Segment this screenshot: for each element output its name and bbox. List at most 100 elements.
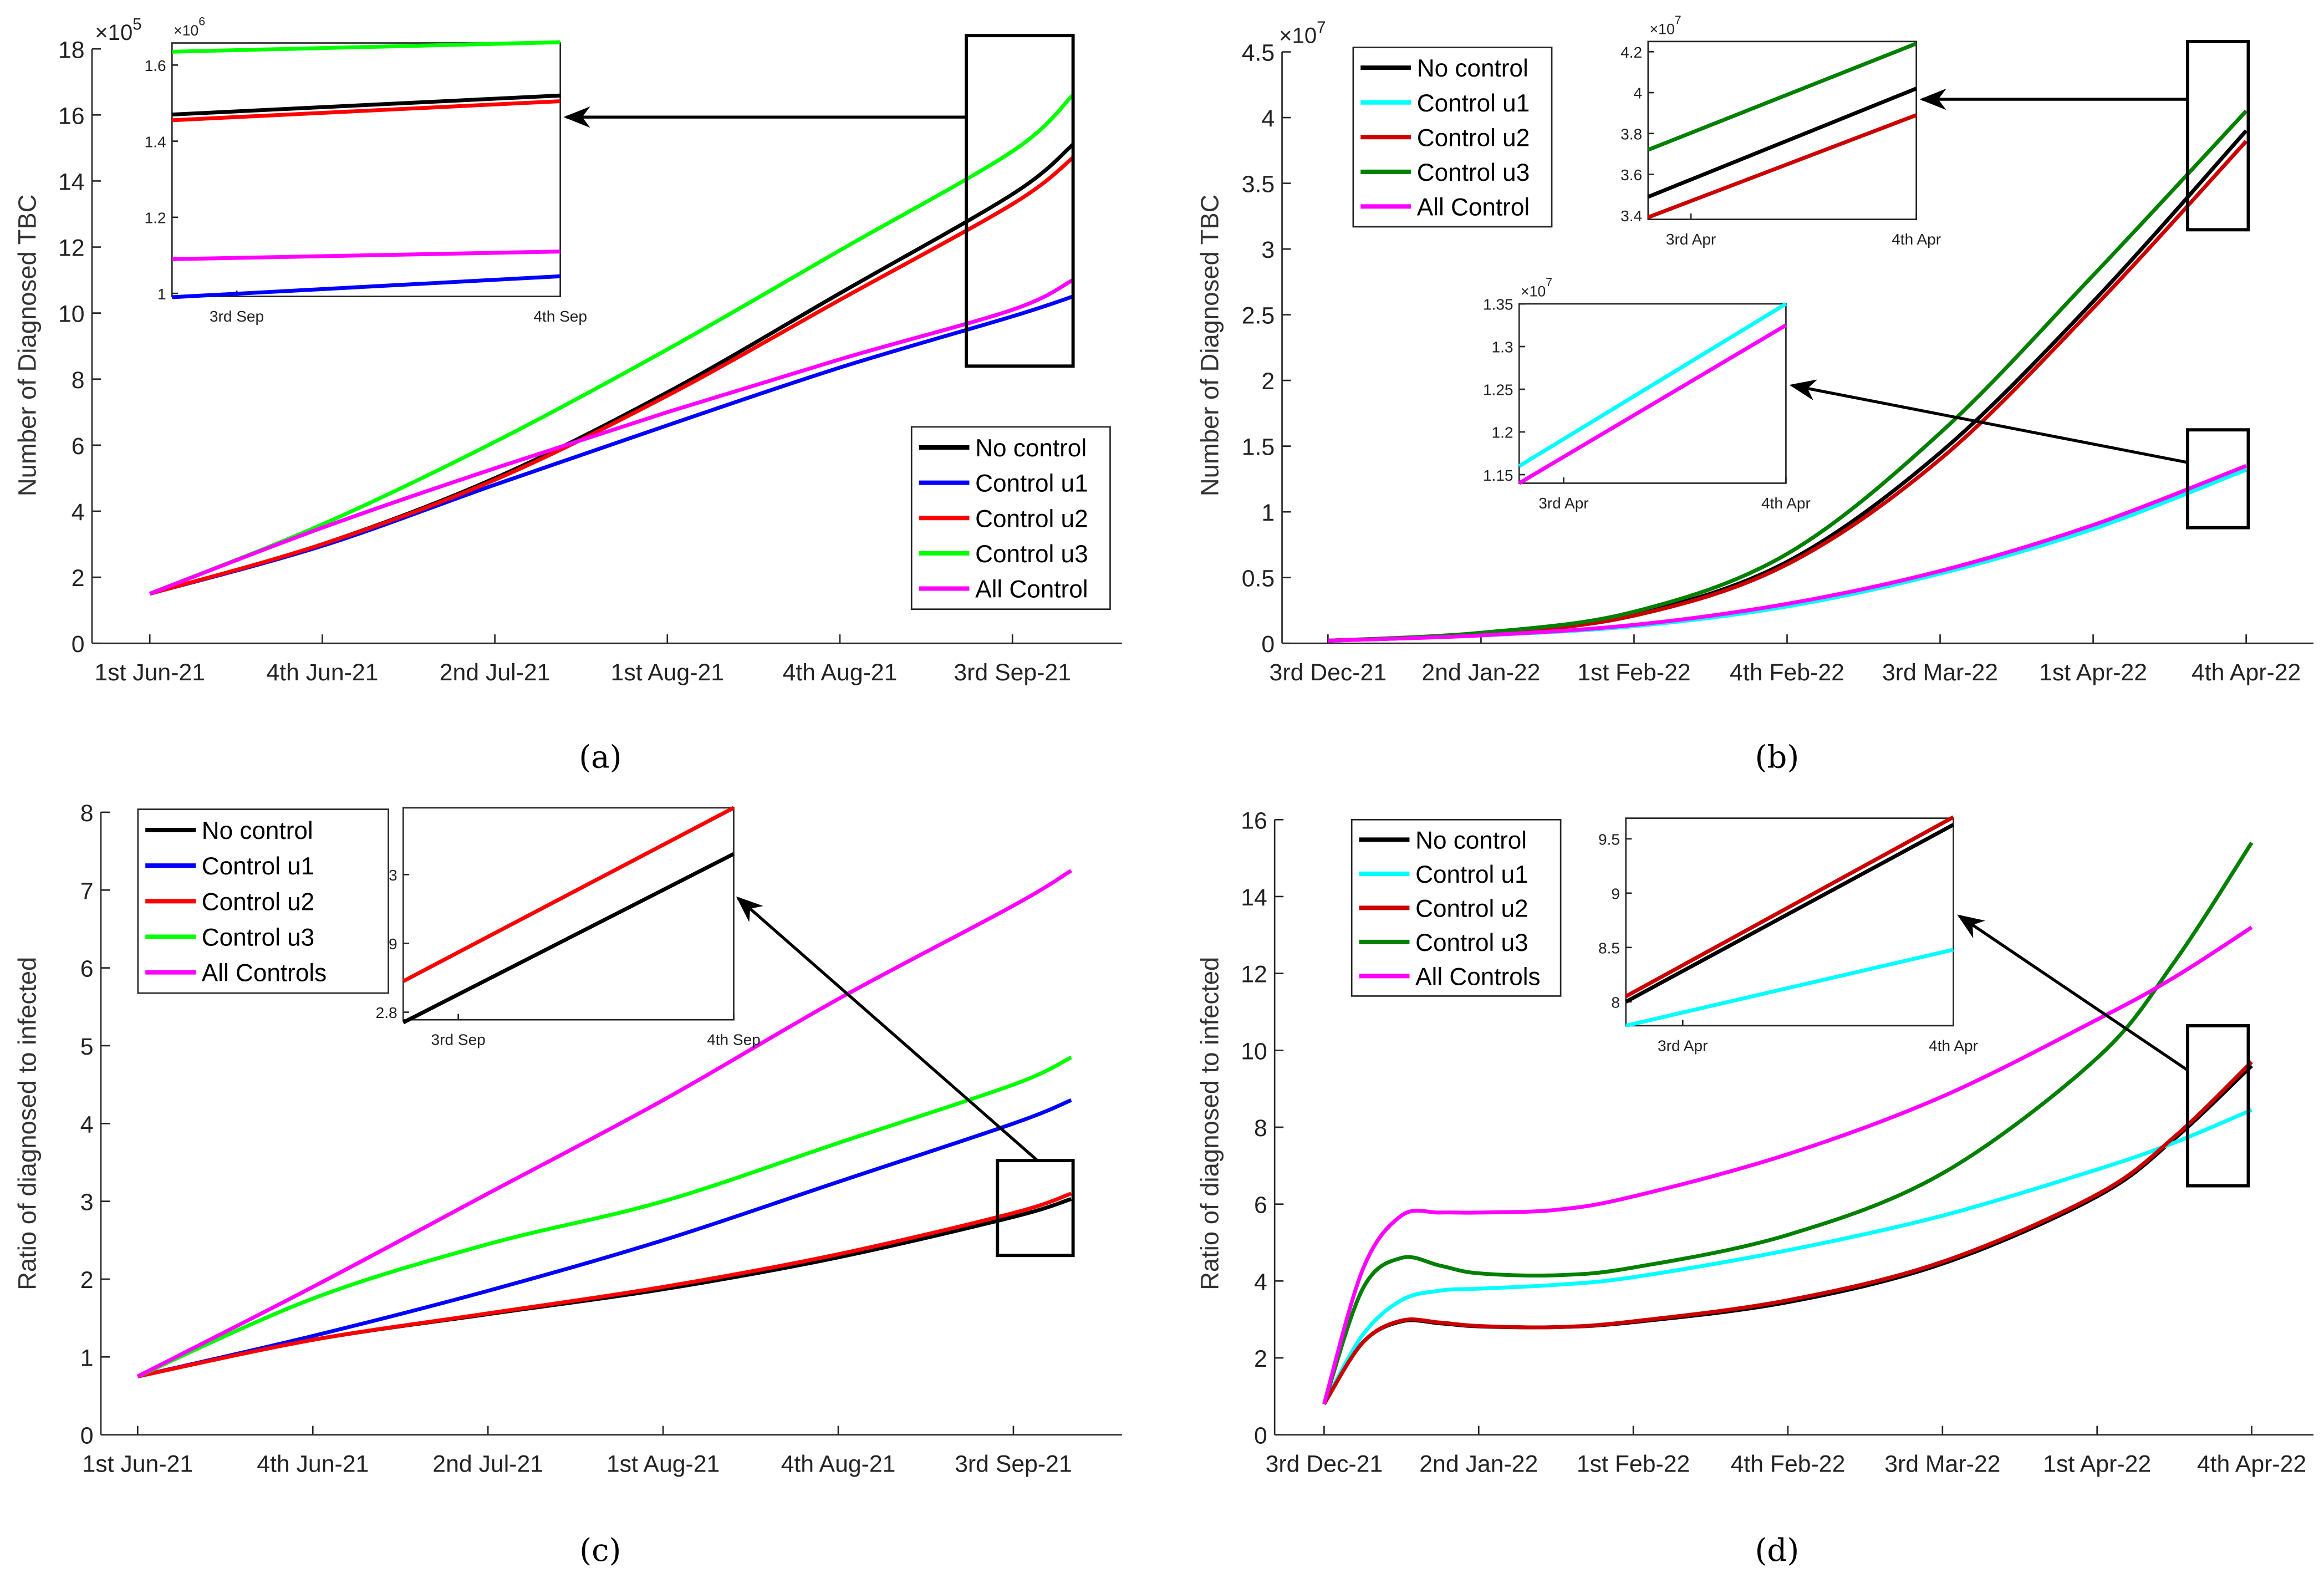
y-tick-label: 2	[72, 565, 85, 592]
inset-y-tick-label: 1	[157, 286, 166, 303]
series-line-control-u1	[137, 1098, 1072, 1378]
inset-y-tick-label: 8	[1611, 994, 1620, 1011]
inset-x-tick-label: 4th Sep	[533, 308, 587, 325]
inset-frame	[1625, 817, 1954, 1027]
x-tick-label: 2nd Jul-21	[440, 659, 551, 686]
y-axis-label: Number of Diagnosed TBC	[1196, 195, 1224, 497]
inset-y-multiplier-power: 7	[1546, 276, 1552, 289]
y-tick-label: 8	[1254, 1115, 1267, 1142]
inset-y-tick-label: 4	[1634, 85, 1643, 102]
inset-y-tick-label: 1.15	[1483, 467, 1513, 484]
inset-x-tick-label: 3rd Sep	[431, 1031, 486, 1048]
inset-x-tick-label: 3rd Apr	[1538, 495, 1588, 512]
zoom-arrow	[736, 896, 1039, 1162]
inset-y-tick-label: 3.8	[1620, 125, 1642, 142]
y-axis-label: Ratio of diagnosed to infected	[1196, 957, 1224, 1290]
chart-panel-b: 0 0.5 1 1.5 2 2.5 3 3.5 4 4.5 3rd Dec-21 2nd Jan-22…	[1196, 13, 2314, 776]
x-tick-label: 1st Feb-22	[1577, 1451, 1690, 1478]
inset-y-multiplier-power: 6	[198, 14, 205, 28]
y-tick-label: 3.5	[1242, 171, 1275, 198]
legend-entry: Control u3	[975, 541, 1088, 568]
inset-series-line-all-control	[172, 250, 560, 261]
legend-entry: All Control	[1417, 194, 1530, 221]
y-tick-label: 12	[1241, 961, 1267, 988]
y-tick-label: 5	[80, 1034, 94, 1060]
inset-series-line-control-u2	[1647, 113, 1917, 220]
y-tick-label: 4	[1261, 105, 1275, 132]
series-line-control-u3	[149, 94, 1074, 596]
inset-y-tick-label: 1.6	[145, 57, 166, 74]
series-line-all-control	[149, 278, 1074, 596]
y-tick-label: 12	[58, 235, 85, 262]
y-tick-label: 16	[58, 103, 85, 129]
series-line-control-u1	[1322, 1108, 2252, 1405]
y-tick-label: 8	[72, 367, 85, 394]
inset-y-tick-label: 1.2	[1492, 424, 1513, 441]
legend-entry: Control u1	[202, 853, 314, 880]
y-tick-label: 16	[1241, 807, 1267, 834]
y-tick-label: 4	[80, 1111, 94, 1138]
panel-label: (b)	[1755, 740, 1800, 776]
inset-y-multiplier-base: ×10	[1649, 21, 1674, 37]
legend: No control Control u1 Control u2 Control u3…	[1350, 818, 1562, 997]
y-tick-label: 0.5	[1242, 566, 1275, 592]
legend: No control Control u1 Control u2 Control u3…	[137, 808, 389, 994]
inset-series-line-all-control	[1518, 323, 1787, 485]
x-tick-label: 4th Aug-21	[781, 1451, 896, 1478]
zoom-region-box	[2185, 39, 2250, 232]
inset-plot: 1.15 1.2 1.25 1.3 1.35 3rd Apr 4th Apr ×107	[1483, 276, 1811, 512]
legend-entry: Control u2	[202, 888, 314, 915]
legend-entry: No control	[1415, 827, 1527, 854]
legend-entry: No control	[1417, 55, 1528, 82]
series-line-no-control	[137, 1197, 1072, 1378]
y-tick-label: 4	[1254, 1269, 1267, 1295]
y-tick-label: 1	[1261, 500, 1275, 526]
legend-entry: Control u1	[975, 470, 1088, 497]
legend-entry: No control	[202, 817, 313, 844]
legend-entry: Control u3	[1415, 929, 1528, 956]
inset-y-tick-label: 3.6	[1620, 166, 1642, 184]
zoom-arrow	[1789, 379, 2188, 464]
y-axis-multiplier: ×107	[1279, 18, 1326, 48]
x-tick-label: 2nd Jul-21	[432, 1451, 543, 1478]
series-line-control-u2	[1322, 1060, 2253, 1406]
y-tick-label: 14	[1241, 884, 1267, 911]
x-tick-label: 1st Aug-21	[607, 1451, 720, 1478]
y-tick-label: 1.5	[1242, 434, 1275, 461]
inset-x-tick-label: 3rd Apr	[1666, 231, 1716, 248]
inset-x-tick-label: 3rd Apr	[1658, 1037, 1708, 1054]
inset-series-line-control-u3	[172, 40, 560, 54]
y-tick-label: 18	[58, 37, 85, 63]
y-tick-label: 14	[58, 169, 85, 195]
inset-x-tick-label: 4th Apr	[1929, 1037, 1978, 1054]
inset-plot: 8 8.5 9 9.5 3rd Apr 4th Apr	[1598, 815, 1978, 1054]
inset-y-multiplier-base: ×10	[1521, 283, 1546, 300]
inset-y-tick-label: 3	[389, 867, 397, 884]
x-tick-label: 2nd Jan-22	[1419, 1451, 1538, 1478]
x-tick-label: 3rd Dec-21	[1270, 659, 1387, 686]
x-tick-label: 2nd Jan-22	[1421, 659, 1540, 686]
inset-frame	[402, 807, 735, 1021]
inset-y-tick-label: 1.35	[1483, 296, 1513, 313]
x-tick-label: 4th Apr-22	[2197, 1451, 2306, 1478]
legend-entry: Control u1	[1415, 861, 1528, 888]
x-tick-label: 4th Feb-22	[1731, 1451, 1846, 1478]
series-line-control-u2	[149, 156, 1074, 596]
legend: No control Control u1 Control u2 Control u3…	[910, 426, 1111, 610]
y-tick-label: 6	[1254, 1192, 1267, 1219]
y-axis-label: Number of Diagnosed TBC	[13, 195, 41, 497]
x-tick-label: 1st Jun-21	[94, 659, 205, 686]
inset-x-tick-label: 4th Apr	[1761, 495, 1811, 512]
series-line-all-controls	[136, 869, 1073, 1378]
inset-y-tick-label: 3.4	[1620, 207, 1642, 225]
legend-entry: All Control	[975, 576, 1088, 603]
panel-label: (a)	[579, 740, 621, 776]
legend-entry: No control	[975, 435, 1087, 462]
x-tick-label: 1st Feb-22	[1577, 659, 1690, 686]
inset-series-line-no-control	[402, 852, 735, 1025]
y-tick-label: 0	[1261, 631, 1275, 658]
inset-x-tick-label: 3rd Sep	[210, 308, 264, 325]
y-tick-label: 10	[58, 301, 85, 328]
